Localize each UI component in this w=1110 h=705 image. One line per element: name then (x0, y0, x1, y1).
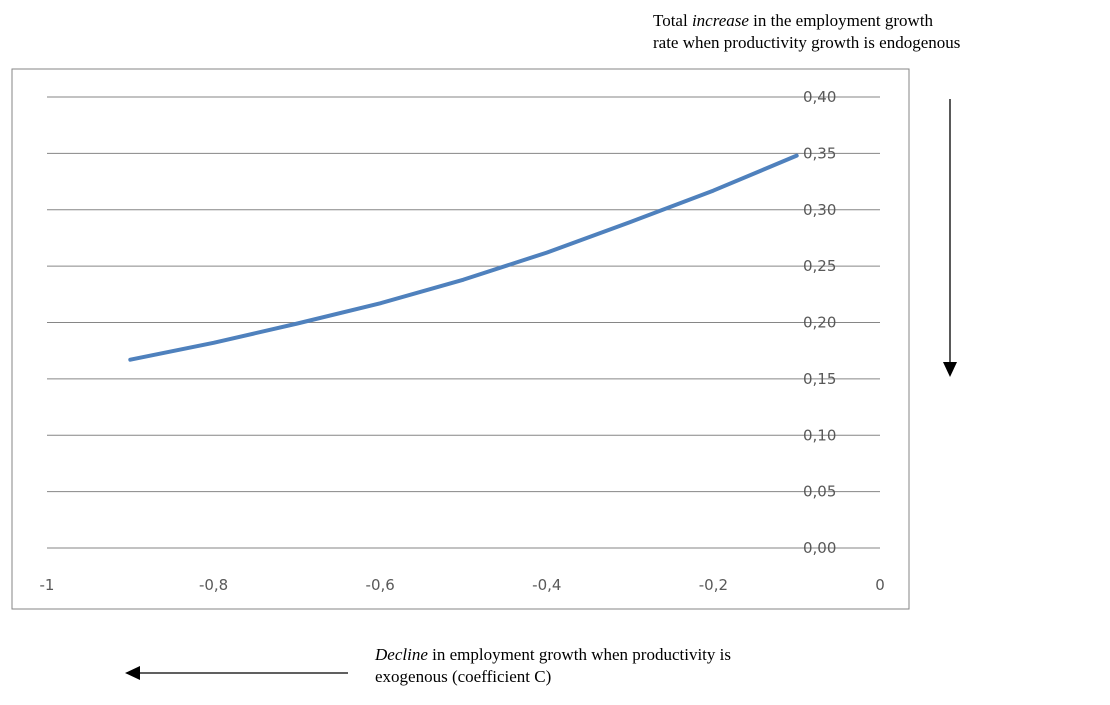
x-annotation-line-1: Decline in employment growth when produc… (375, 644, 731, 666)
y-tick-label: 0,15 (803, 370, 836, 388)
y-tick-label: 0,35 (803, 144, 836, 162)
y-annotation-line-2: rate when productivity growth is endogen… (653, 33, 961, 52)
y-axis-annotation: Total increase in the employment growth … (653, 10, 960, 54)
y-tick-label: 0,40 (803, 88, 836, 106)
x-tick-label: -1 (40, 576, 55, 594)
down-arrow-head (943, 362, 957, 377)
y-tick-label: 0,05 (803, 483, 836, 501)
y-annotation-line-1: Total increase in the employment growth (653, 10, 960, 32)
x-axis-annotation: Decline in employment growth when produc… (375, 644, 731, 688)
y-tick-label: 0,30 (803, 201, 836, 219)
y-tick-label: 0,25 (803, 257, 836, 275)
y-tick-label: 0,00 (803, 539, 836, 557)
x-tick-label: -0,8 (199, 576, 228, 594)
y-annotation-prefix: Total (653, 11, 692, 30)
chart-frame (11, 68, 910, 610)
y-tick-label: 0,20 (803, 314, 836, 332)
x-tick-label: -0,6 (366, 576, 395, 594)
series-group (128, 153, 799, 362)
x-tick-label: -0,4 (532, 576, 561, 594)
series-line (128, 153, 799, 362)
y-tick-labels: 0,00 0,05 0,10 0,15 0,20 0,25 0,30 0,35 0,40 (803, 88, 836, 557)
gridlines (47, 96, 880, 549)
left-arrow-head (125, 666, 140, 680)
x-tick-labels: -1 -0,8 -0,6 -0,4 -0,2 0 (40, 576, 885, 594)
y-annotation-emphasis: increase (691, 11, 749, 30)
x-tick-label: 0 (875, 576, 885, 594)
x-annotation-emphasis: Decline (375, 645, 428, 664)
x-annotation-rest: in employment growth when productivity i… (427, 645, 731, 664)
y-annotation-rest: in the employment growth (748, 11, 934, 30)
y-tick-label: 0,10 (803, 426, 836, 444)
x-tick-label: -0,2 (699, 576, 728, 594)
x-annotation-line-2: exogenous (coefficient C) (375, 667, 552, 686)
